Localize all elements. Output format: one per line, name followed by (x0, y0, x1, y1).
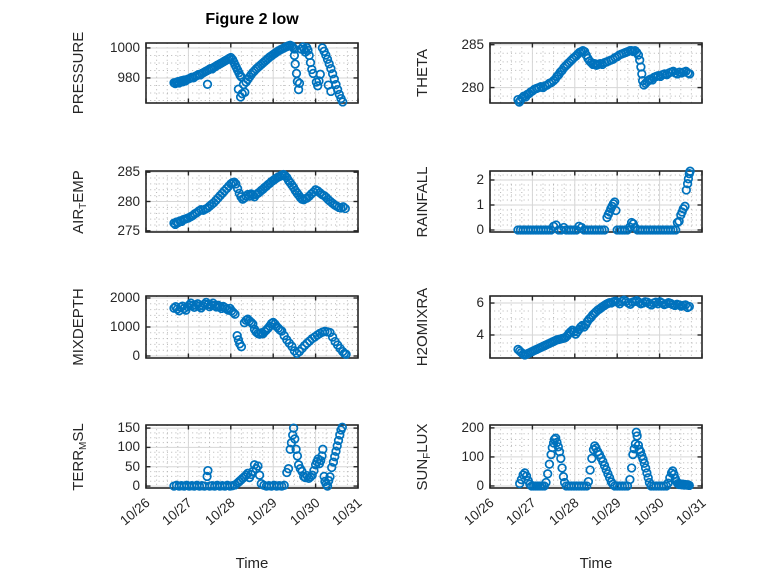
x-tick-label: 10/30 (630, 495, 667, 529)
y-axis-label-subscript: F (422, 452, 433, 459)
axes-box (489, 295, 703, 359)
tick-marks (489, 43, 703, 103)
y-tick-label: 0 (476, 477, 484, 493)
y-axis-label-text: PRESSURE (70, 31, 87, 115)
y-tick-label: 0 (132, 478, 140, 494)
y-tick-label: 0 (476, 222, 484, 237)
subplot-theta: 280 285 THETA (414, 37, 703, 107)
axes-box (145, 42, 359, 104)
axes-box (489, 42, 703, 104)
axes-air_temp (145, 169, 359, 233)
minor-grid (490, 171, 702, 232)
major-grid (490, 171, 702, 232)
subplot-h2omixra: 4 6 H2OMIXRA (414, 288, 703, 366)
y-tick-label: 100 (461, 448, 484, 464)
axes-terr_msl (145, 422, 359, 491)
y-axis-label-text: TERR (70, 449, 87, 491)
y-tick-label: 6 (476, 295, 484, 311)
y-axis-label-text: LUX (414, 423, 431, 453)
tick-marks (145, 171, 359, 232)
subplot-air-temp: 275 280 285 AIRTEMP (70, 164, 359, 238)
scatter-series (169, 40, 348, 107)
scatter-series (169, 422, 347, 491)
figure-title: Figure 2 low (205, 11, 299, 28)
y-axis-label-text: SUN (414, 458, 431, 490)
x-axis-label-left: Time (235, 555, 269, 572)
y-tick-label: 980 (117, 69, 140, 85)
y-axis-label-text: SL (70, 422, 87, 442)
scatter-series (513, 46, 695, 107)
x-tick-label: 10/30 (286, 495, 323, 529)
y-tick-label: 280 (117, 193, 140, 209)
axes-pressure (145, 40, 359, 107)
y-tick-label: 1000 (109, 39, 140, 55)
y-axis-label-text: THETA (414, 48, 431, 98)
major-grid (146, 296, 358, 358)
y-axis-label-text: RAINFALL (414, 166, 431, 237)
y-tick-label: 100 (117, 439, 140, 455)
subplot-mixdepth: 0 1000 2000 MIXDEPTH (70, 288, 359, 366)
scatter-series (513, 166, 695, 235)
minor-grid (146, 171, 358, 232)
x-tick-label: 10/29 (588, 495, 624, 529)
y-axis-label: SUNFLUX (414, 367, 433, 547)
axes-h2omixra (489, 295, 703, 360)
y-tick-label: 1000 (109, 319, 140, 334)
axes-rainfall (489, 166, 703, 235)
subplot-terr-msl: 0 50 100 150 TERRMSL 10/26 10/27 10/28 10/29 10/3… (70, 420, 365, 528)
subplot-rainfall: 0 1 2 RAINFALL (414, 166, 703, 237)
y-axis-label-text: MIXDEPTH (70, 288, 87, 366)
y-tick-label: 200 (461, 419, 484, 435)
y-axis-label-text: EMP (70, 169, 87, 203)
y-tick-label: 285 (117, 164, 140, 180)
y-tick-label: 2000 (109, 290, 140, 306)
x-axis-label-right: Time (579, 555, 613, 572)
tick-marks (145, 43, 359, 103)
y-tick-label: 50 (124, 458, 140, 474)
subplot-pressure: 980 1000 PRESSURE (70, 32, 359, 114)
subplot-sun-flux: 0 100 200 SUNFLUX 10/26 10/27 10/28 10/29 10/30 1… (414, 420, 709, 528)
y-tick-label: 2 (476, 171, 484, 187)
axes-mixdepth (145, 295, 359, 359)
y-tick-label: 280 (461, 79, 484, 95)
x-tick-label: 10/28 (201, 495, 238, 529)
y-tick-label: 150 (117, 420, 140, 436)
scatter-series (513, 295, 694, 360)
scatter-series (169, 297, 351, 359)
x-tick-label: 10/26 (461, 495, 497, 529)
y-tick-label: 1 (476, 197, 484, 212)
y-tick-label: 0 (132, 347, 140, 363)
y-tick-label: 285 (461, 36, 484, 52)
x-tick-label: 10/29 (244, 495, 280, 529)
y-axis-label-subscript: T (78, 202, 89, 209)
y-axis-label-text: AIR (70, 208, 87, 234)
x-tick-label: 10/31 (673, 495, 709, 529)
scatter-series (169, 169, 350, 230)
axes-theta (489, 42, 703, 107)
x-tick-label: 10/26 (117, 495, 153, 529)
y-axis-label-text: H2OMIXRA (414, 287, 431, 367)
y-axis-label: TERRMSL (70, 367, 89, 547)
x-tick-label: 10/28 (545, 495, 582, 529)
axes-box (145, 424, 359, 489)
scatter-series (515, 427, 694, 491)
x-tick-label: 10/27 (503, 495, 540, 529)
axes-sun_flux (489, 424, 703, 491)
x-tick-label: 10/31 (329, 495, 365, 529)
x-tick-label: 10/27 (159, 495, 196, 529)
y-tick-label: 4 (476, 326, 484, 342)
y-tick-label: 275 (117, 222, 140, 238)
y-axis-label-subscript: M (78, 441, 89, 450)
